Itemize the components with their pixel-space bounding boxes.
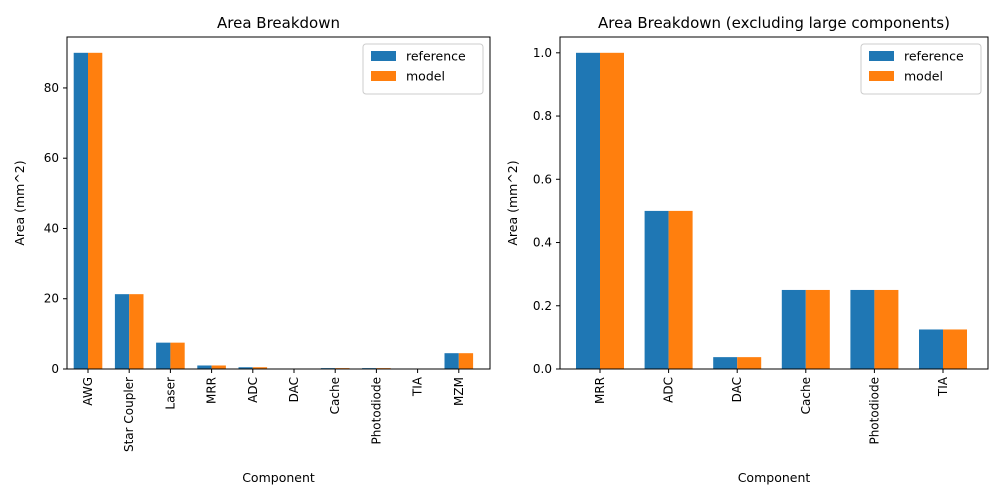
bar-model-awg [88,53,102,369]
x-tick-label: MZM [452,377,466,406]
legend-swatch-model [869,71,894,81]
y-tick-label: 0.4 [533,236,552,250]
y-tick-label: 60 [44,151,59,165]
x-tick-label: Star Coupler [122,377,136,452]
bar-reference-mzm [445,353,459,369]
x-tick-label: AWG [81,377,95,406]
chart-title: Area Breakdown (excluding large componen… [598,14,950,32]
bar-reference-cache [782,290,806,369]
x-tick-label: Laser [163,377,177,410]
x-tick-label: Photodiode [369,377,383,445]
bar-model-mrr [600,53,624,369]
bar-model-mzm [459,353,473,369]
y-tick-label: 0.8 [533,109,552,123]
bar-reference-laser [156,343,170,369]
legend-swatch-reference [869,51,894,61]
bar-model-photodiode [874,290,898,369]
x-tick-label: ADC [662,377,676,403]
bar-model-cache [806,290,830,369]
x-tick-label: MRR [205,377,219,404]
x-tick-label: ADC [246,377,260,403]
y-tick-label: 0.6 [533,172,552,186]
y-tick-label: 20 [44,292,59,306]
legend-label-model: model [904,69,943,84]
y-axis-label: Area (mm^2) [505,160,520,245]
bar-reference-awg [74,53,88,369]
x-tick-label: Photodiode [867,377,881,445]
x-tick-label: TIA [411,376,425,397]
legend-label-reference: reference [406,49,466,64]
bar-model-laser [170,343,184,369]
x-axis-label: Component [738,470,811,485]
legend: reference model [861,44,981,94]
y-tick-label: 0.2 [533,299,552,313]
y-axis-label: Area (mm^2) [12,160,27,245]
y-tick-label: 40 [44,221,59,235]
bar-reference-mrr [576,53,600,369]
bar-reference-dac [713,357,737,369]
bar-model-mrr [212,365,226,369]
legend-swatch-reference [371,51,396,61]
legend-label-reference: reference [904,49,964,64]
y-tick-label: 0 [51,362,59,376]
bar-reference-mrr [197,365,211,369]
legend: reference model [363,44,483,94]
bar-reference-photodiode [850,290,874,369]
bar-model-tia [943,329,967,369]
chart-title: Area Breakdown [217,14,340,32]
legend-label-model: model [406,69,445,84]
x-axis-label: Component [242,470,315,485]
x-tick-label: TIA [936,376,950,397]
x-tick-label: DAC [730,377,744,402]
x-tick-label: DAC [287,377,301,402]
chart-area-breakdown-excluding-large: Area Breakdown (excluding large componen… [505,14,988,485]
bar-reference-star-coupler [115,294,129,369]
chart-area-breakdown: Area Breakdown 0 20 40 60 80 AWG Star Coupler La… [12,14,490,485]
x-tick-label: MRR [593,377,607,404]
bar-model-star-coupler [129,294,143,369]
x-tick-label: Cache [799,377,813,414]
bar-model-dac [737,357,761,369]
x-tick-label: Cache [328,377,342,414]
legend-swatch-model [371,71,396,81]
y-tick-label: 80 [44,81,59,95]
y-tick-label: 0.0 [533,362,552,376]
y-tick-label: 1.0 [533,46,552,60]
bar-reference-adc [645,211,669,369]
bar-reference-tia [919,329,943,369]
bar-model-adc [669,211,693,369]
